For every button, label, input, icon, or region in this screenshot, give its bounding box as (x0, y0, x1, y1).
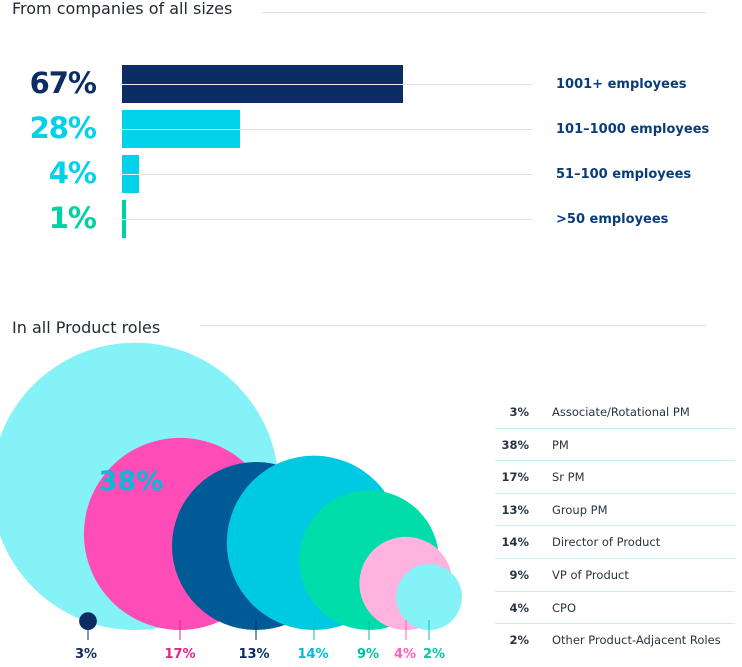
legend-role-name: Sr PM (552, 470, 585, 485)
companies-section-title: From companies of all sizes (12, 0, 233, 18)
bar-mark (122, 155, 139, 193)
bubble-value-label: 3% (75, 647, 97, 662)
bubble-pm-value-label: 38% (99, 466, 164, 497)
legend-percent: 38% (501, 437, 529, 452)
bar-category-label: >50 employees (556, 212, 669, 227)
bubble-value-label: 13% (238, 647, 269, 662)
bubble-value-label: 14% (297, 647, 328, 662)
product-roles-bubble-chart: 3% 17% 13% 14% 9% 4% 2% 38% (0, 342, 462, 662)
legend-role-name: Associate/Rotational PM (552, 405, 690, 419)
bar-mark (122, 110, 240, 148)
legend-role-name: VP of Product (552, 567, 629, 582)
legend-row: 3% Associate/Rotational PM (495, 396, 735, 429)
bubble-mark (396, 564, 462, 630)
legend-role-name: Other Product-Adjacent Roles (552, 633, 721, 648)
legend-percent: 4% (509, 600, 529, 615)
legend-role-name: PM (552, 437, 569, 452)
bar-gridline (122, 128, 532, 130)
legend-role-name: CPO (552, 600, 577, 615)
legend-percent: 14% (501, 535, 529, 550)
legend-percent: 13% (501, 502, 529, 517)
legend-percent: 2% (509, 633, 529, 648)
bar-mark (122, 200, 126, 238)
roles-title-rule (200, 325, 706, 326)
legend-row: 14% Director of Product (495, 526, 735, 559)
bar-midline (122, 129, 240, 130)
bar-category-label: 101–1000 employees (556, 122, 710, 137)
legend-percent: 3% (509, 405, 529, 419)
bar-midline (122, 84, 403, 85)
legend-role-name: Director of Product (552, 535, 661, 550)
bar-gridline (122, 218, 532, 220)
bar-percent-label: 4% (48, 156, 97, 190)
bar-percent-label: 67% (29, 66, 97, 100)
bubble-value-label: 17% (164, 647, 195, 662)
bar-category-label: 51–100 employees (556, 167, 692, 182)
bar-percent-label: 1% (48, 201, 97, 235)
legend-row: 38% PM (495, 429, 735, 462)
legend-row: 17% Sr PM (495, 461, 735, 494)
legend-role-name: Group PM (552, 502, 608, 517)
bar-gridline (122, 173, 532, 175)
bar-midline (122, 219, 126, 220)
bubble-value-label: 9% (357, 647, 379, 662)
bar-mark (122, 65, 403, 103)
legend-percent: 17% (501, 470, 529, 485)
roles-section-title: In all Product roles (12, 318, 161, 337)
bar-midline (122, 174, 139, 175)
legend-row: 9% VP of Product (495, 559, 735, 592)
bubble-value-label: 2% (423, 647, 445, 662)
legend-row: 4% CPO (495, 592, 735, 625)
product-roles-legend-table: 3% Associate/Rotational PM 38% PM 17% Sr PM 13… (495, 396, 735, 656)
bar-percent-label: 28% (29, 111, 97, 145)
legend-row: 13% Group PM (495, 494, 735, 527)
companies-title-rule (262, 12, 706, 13)
bubble-value-label: 4% (394, 647, 416, 662)
bar-category-label: 1001+ employees (556, 77, 687, 92)
legend-row: 2% Other Product-Adjacent Roles (495, 624, 735, 656)
legend-percent: 9% (509, 567, 529, 582)
